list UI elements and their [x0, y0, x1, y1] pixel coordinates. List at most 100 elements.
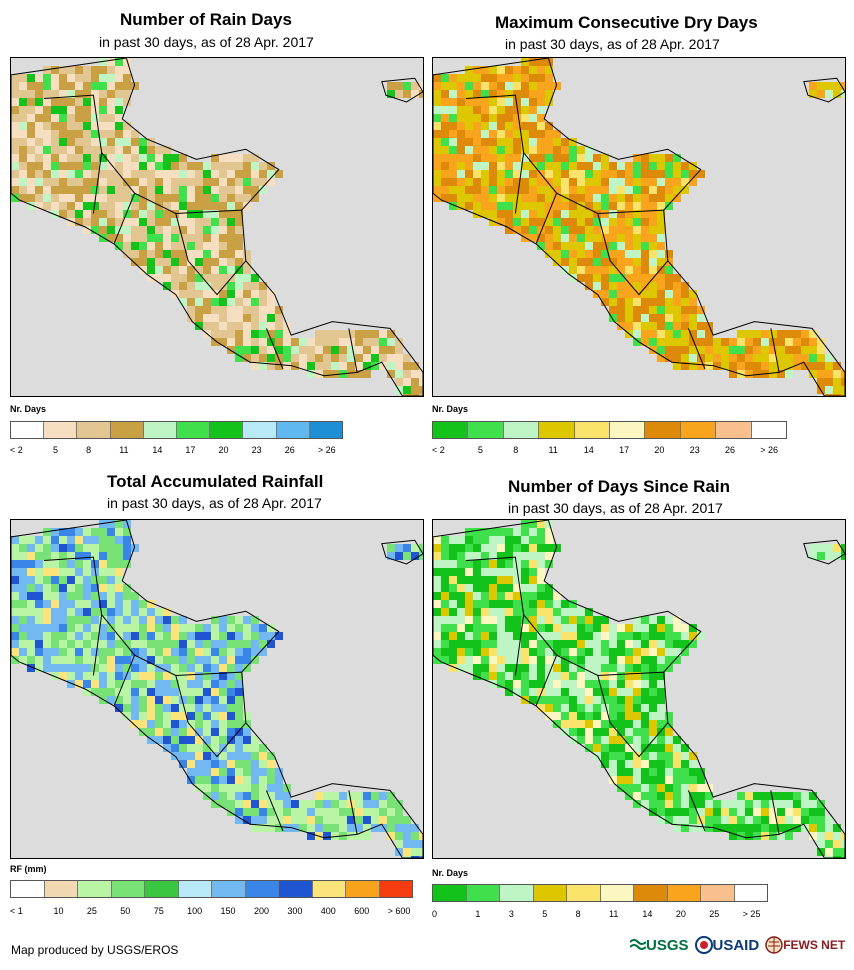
map-cell [323, 346, 331, 354]
map-cell [387, 552, 395, 560]
island-outline [803, 539, 845, 565]
map-cell [489, 82, 497, 90]
map-cell [203, 672, 211, 680]
map-cell [705, 330, 713, 338]
map-cell [355, 346, 363, 354]
map-cell [179, 266, 187, 274]
panel-subtitle: in past 30 days, as of 28 Apr. 2017 [99, 34, 314, 50]
map-cell [107, 122, 115, 130]
map-cell [625, 648, 633, 656]
map-cell [633, 242, 641, 250]
map-cell [131, 616, 139, 624]
map-cell [457, 106, 465, 114]
map-cell [131, 600, 139, 608]
map-cell [545, 170, 553, 178]
map-cell [497, 560, 505, 568]
map-cell [259, 170, 267, 178]
map-cell [633, 194, 641, 202]
map-cell [147, 736, 155, 744]
map-cell [641, 290, 649, 298]
map-cell [497, 528, 505, 536]
map-cell [521, 680, 529, 688]
map-cell [601, 170, 609, 178]
map-cell [497, 146, 505, 154]
map-cell [833, 90, 841, 98]
fews-net-logo: FEWS NET [765, 936, 845, 954]
map-cell [211, 776, 219, 784]
map-cell [139, 648, 147, 656]
map-cell [195, 640, 203, 648]
map-cell [689, 346, 697, 354]
map-cell [521, 584, 529, 592]
map-cell [561, 242, 569, 250]
map-cell [481, 536, 489, 544]
map-cell [235, 194, 243, 202]
map-cell [625, 704, 633, 712]
map-cell [617, 162, 625, 170]
map-cell [59, 592, 67, 600]
map-cell [139, 664, 147, 672]
fews-globe-icon [765, 936, 783, 954]
map-cell [737, 330, 745, 338]
map-cell [51, 632, 59, 640]
map-cell [243, 776, 251, 784]
map-cell [593, 728, 601, 736]
map-cell [195, 760, 203, 768]
map-cell [617, 218, 625, 226]
legend-swatch [309, 422, 343, 438]
map-cell [331, 832, 339, 840]
legend-swatch [600, 885, 634, 901]
map-cell [211, 800, 219, 808]
map-cell [123, 520, 131, 528]
map-cell [163, 736, 171, 744]
map-cell [505, 624, 513, 632]
map-cell [115, 672, 123, 680]
map-cell [801, 338, 809, 346]
map-cell [809, 362, 817, 370]
map-cell [505, 616, 513, 624]
map-cell [187, 752, 195, 760]
map-cell [529, 114, 537, 122]
map-cell [419, 544, 423, 552]
map-cell [617, 656, 625, 664]
map-cell [219, 258, 227, 266]
map-cell [569, 146, 577, 154]
map-cell [35, 194, 43, 202]
map-cell [43, 90, 51, 98]
map-cell [673, 776, 681, 784]
map-cell [545, 226, 553, 234]
map-cell [689, 752, 697, 760]
map-cell [395, 552, 403, 560]
map-cell [99, 528, 107, 536]
map-cell [227, 186, 235, 194]
map-cell [793, 354, 801, 362]
map-cell [235, 162, 243, 170]
legend-tick-label: 8 [86, 445, 92, 455]
map-cell [657, 784, 665, 792]
map-cell [833, 824, 841, 832]
map-cell [51, 584, 59, 592]
map-cell [35, 90, 43, 98]
map-cell [521, 624, 529, 632]
map-cell [833, 832, 841, 840]
map-cell [657, 154, 665, 162]
map-cell [593, 616, 601, 624]
map-cell [251, 354, 259, 362]
map-cell [219, 672, 227, 680]
map-cell [841, 544, 845, 552]
legend-swatch [751, 422, 787, 438]
map-cell [561, 680, 569, 688]
map-cell [513, 178, 521, 186]
map-cell [841, 856, 845, 858]
map-cell [649, 210, 657, 218]
map-cell [665, 314, 673, 322]
map-cell [139, 186, 147, 194]
legend-swatch [680, 422, 717, 438]
map-cell [545, 58, 553, 66]
map-cell [641, 784, 649, 792]
map-cell [649, 760, 657, 768]
map-cell [521, 74, 529, 82]
map-cell [67, 568, 75, 576]
map-cell [99, 218, 107, 226]
map-cell [545, 130, 553, 138]
